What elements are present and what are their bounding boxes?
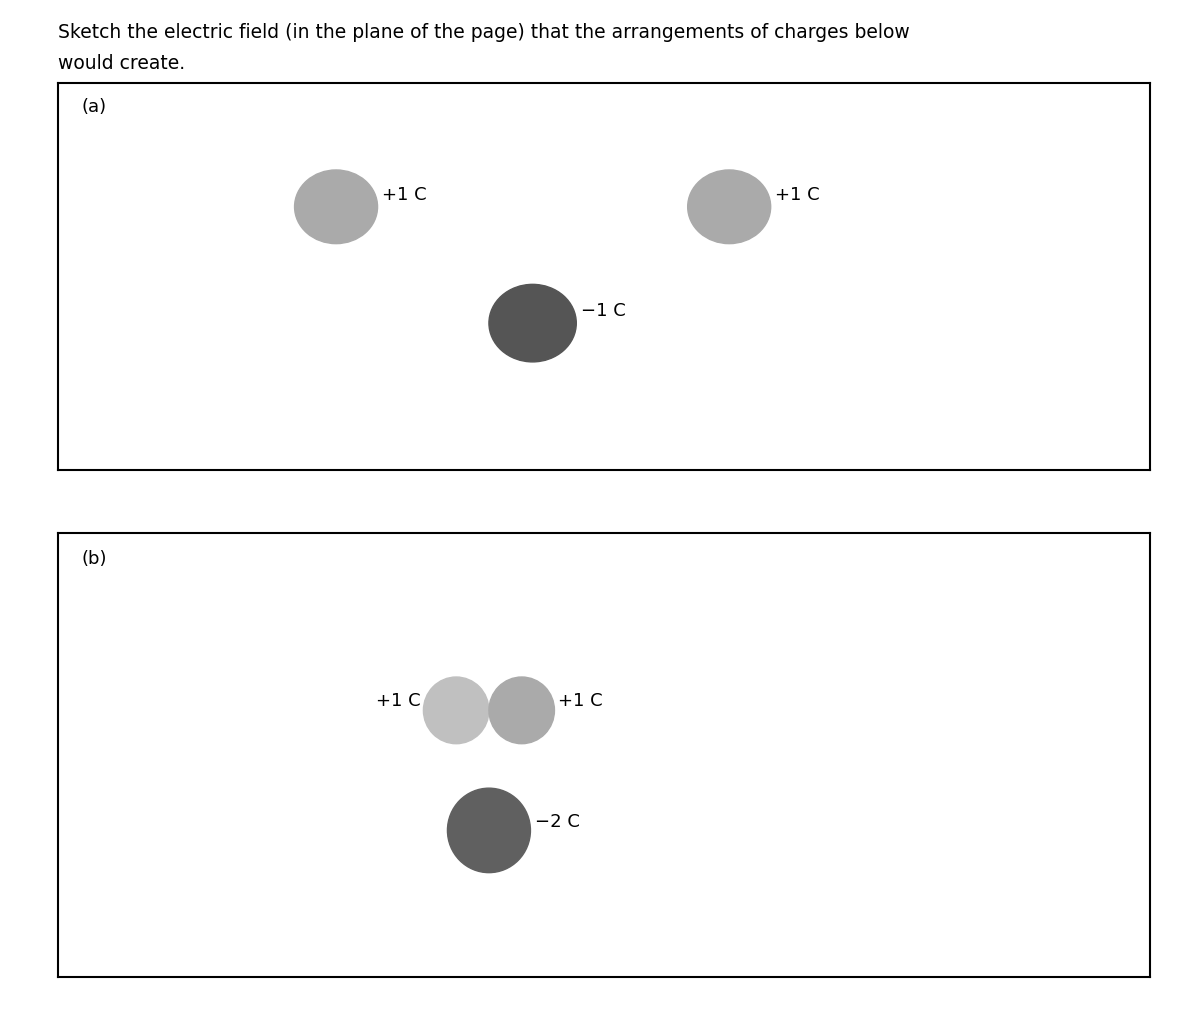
Text: −1 C: −1 C (581, 303, 625, 321)
Ellipse shape (488, 677, 554, 743)
Text: −2 C: −2 C (535, 813, 580, 830)
Ellipse shape (424, 677, 488, 743)
Ellipse shape (688, 170, 770, 244)
Text: +1 C: +1 C (382, 186, 426, 204)
Text: +1 C: +1 C (775, 186, 820, 204)
Text: would create.: would create. (58, 54, 185, 72)
Text: +1 C: +1 C (558, 693, 602, 710)
Ellipse shape (294, 170, 378, 244)
Ellipse shape (488, 284, 576, 362)
Text: Sketch the electric field (in the plane of the page) that the arrangements of ch: Sketch the electric field (in the plane … (58, 23, 910, 41)
Text: (b): (b) (82, 550, 107, 569)
Ellipse shape (448, 788, 530, 873)
Text: (a): (a) (82, 98, 107, 116)
Text: +1 C: +1 C (376, 693, 420, 710)
